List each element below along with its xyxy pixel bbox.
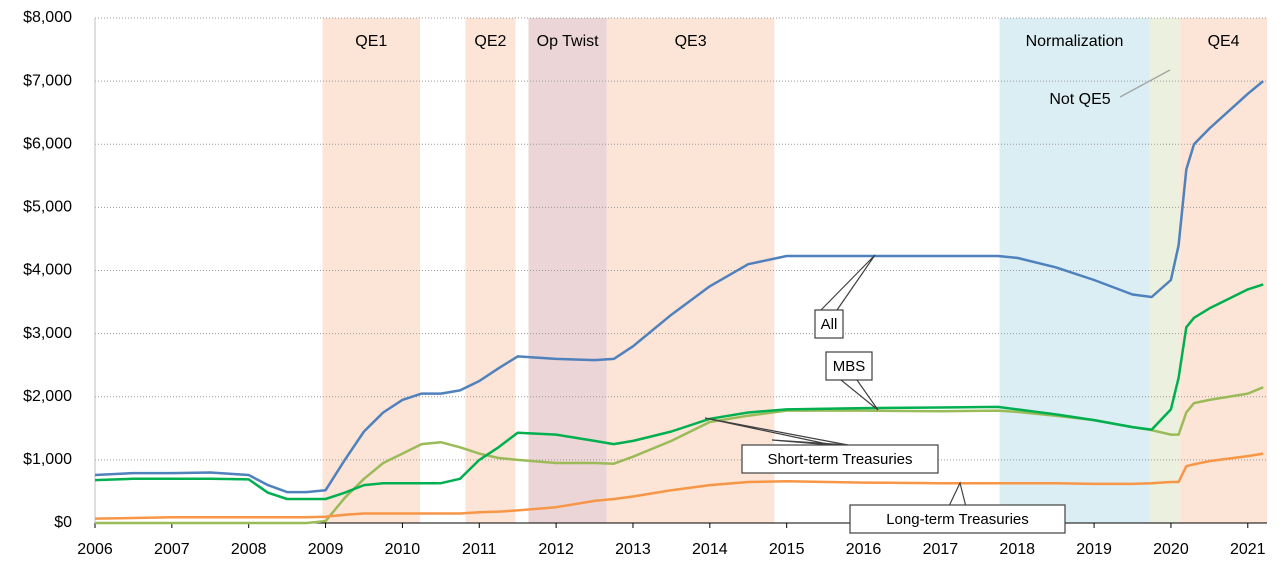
x-tick-label: 2014 bbox=[692, 541, 728, 558]
x-tick-label: 2011 bbox=[462, 541, 497, 558]
x-tick-label: 2020 bbox=[1153, 541, 1189, 558]
callout-pointer bbox=[704, 417, 849, 446]
region bbox=[528, 18, 607, 523]
callout-box bbox=[814, 309, 844, 339]
callout-pointer bbox=[771, 439, 849, 446]
y-tick-label: $1,000 bbox=[23, 451, 72, 468]
y-tick-label: $8,000 bbox=[23, 9, 72, 26]
x-tick-label: 2013 bbox=[615, 541, 651, 558]
y-tick-label: $2,000 bbox=[23, 388, 72, 405]
callout-box bbox=[741, 444, 939, 474]
x-tick-label: 2007 bbox=[154, 541, 190, 558]
region-label: QE1 bbox=[355, 33, 387, 50]
x-tick-label: 2015 bbox=[769, 541, 805, 558]
x-tick-label: 2009 bbox=[308, 541, 344, 558]
legend-label: Short-term Treasuries bbox=[767, 451, 912, 468]
annotations: QE1 QE2 Op Twist QE3 Normalization Not QE5 QE4… bbox=[355, 33, 1240, 534]
grid: $0 $1,000 $2,000 $3,000 $4,000 $5,000 $6,000 $7… bbox=[23, 9, 1267, 558]
y-tick-label: $7,000 bbox=[23, 72, 72, 89]
region-label: QE3 bbox=[675, 33, 707, 50]
callout-box bbox=[825, 351, 873, 381]
series-line bbox=[95, 386, 1264, 525]
y-tick-label: $4,000 bbox=[23, 262, 72, 279]
x-tick-label: 2017 bbox=[923, 541, 959, 558]
callout-line bbox=[1119, 69, 1171, 98]
legend-label: All bbox=[821, 316, 838, 333]
region-label: Normalization bbox=[1026, 33, 1124, 50]
region-label: QE4 bbox=[1208, 33, 1240, 50]
callout-pointer bbox=[948, 481, 967, 506]
x-tick-label: 2016 bbox=[846, 541, 882, 558]
callout-pointer bbox=[840, 379, 879, 411]
legend-label: Long-term Treasuries bbox=[886, 511, 1029, 528]
y-tick-label: $6,000 bbox=[23, 135, 72, 152]
x-tick-label: 2008 bbox=[231, 541, 267, 558]
y-tick-label: $3,000 bbox=[23, 325, 72, 342]
y-tick-label: $5,000 bbox=[23, 199, 72, 216]
x-tick-label: 2010 bbox=[385, 541, 421, 558]
series-line bbox=[94, 283, 1264, 501]
lines bbox=[94, 80, 1264, 525]
region-label: Not QE5 bbox=[1049, 91, 1110, 108]
y-tick-label: $0 bbox=[54, 514, 72, 531]
region bbox=[465, 18, 516, 523]
x-tick-label: 2006 bbox=[77, 541, 113, 558]
x-tick-label: 2021 bbox=[1230, 541, 1266, 558]
callout-box bbox=[849, 504, 1066, 534]
region-label: QE2 bbox=[474, 33, 506, 50]
legend-label: MBS bbox=[833, 358, 866, 375]
x-tick-label: 2012 bbox=[538, 541, 574, 558]
series-line bbox=[94, 452, 1264, 520]
callout-pointer bbox=[820, 254, 876, 311]
series-line bbox=[94, 80, 1264, 494]
region-label: Op Twist bbox=[537, 33, 600, 50]
x-tick-label: 2019 bbox=[1076, 541, 1112, 558]
x-tick-label: 2018 bbox=[999, 541, 1035, 558]
